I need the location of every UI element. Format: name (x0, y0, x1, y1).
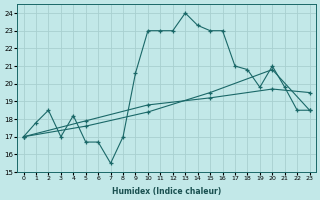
X-axis label: Humidex (Indice chaleur): Humidex (Indice chaleur) (112, 187, 221, 196)
